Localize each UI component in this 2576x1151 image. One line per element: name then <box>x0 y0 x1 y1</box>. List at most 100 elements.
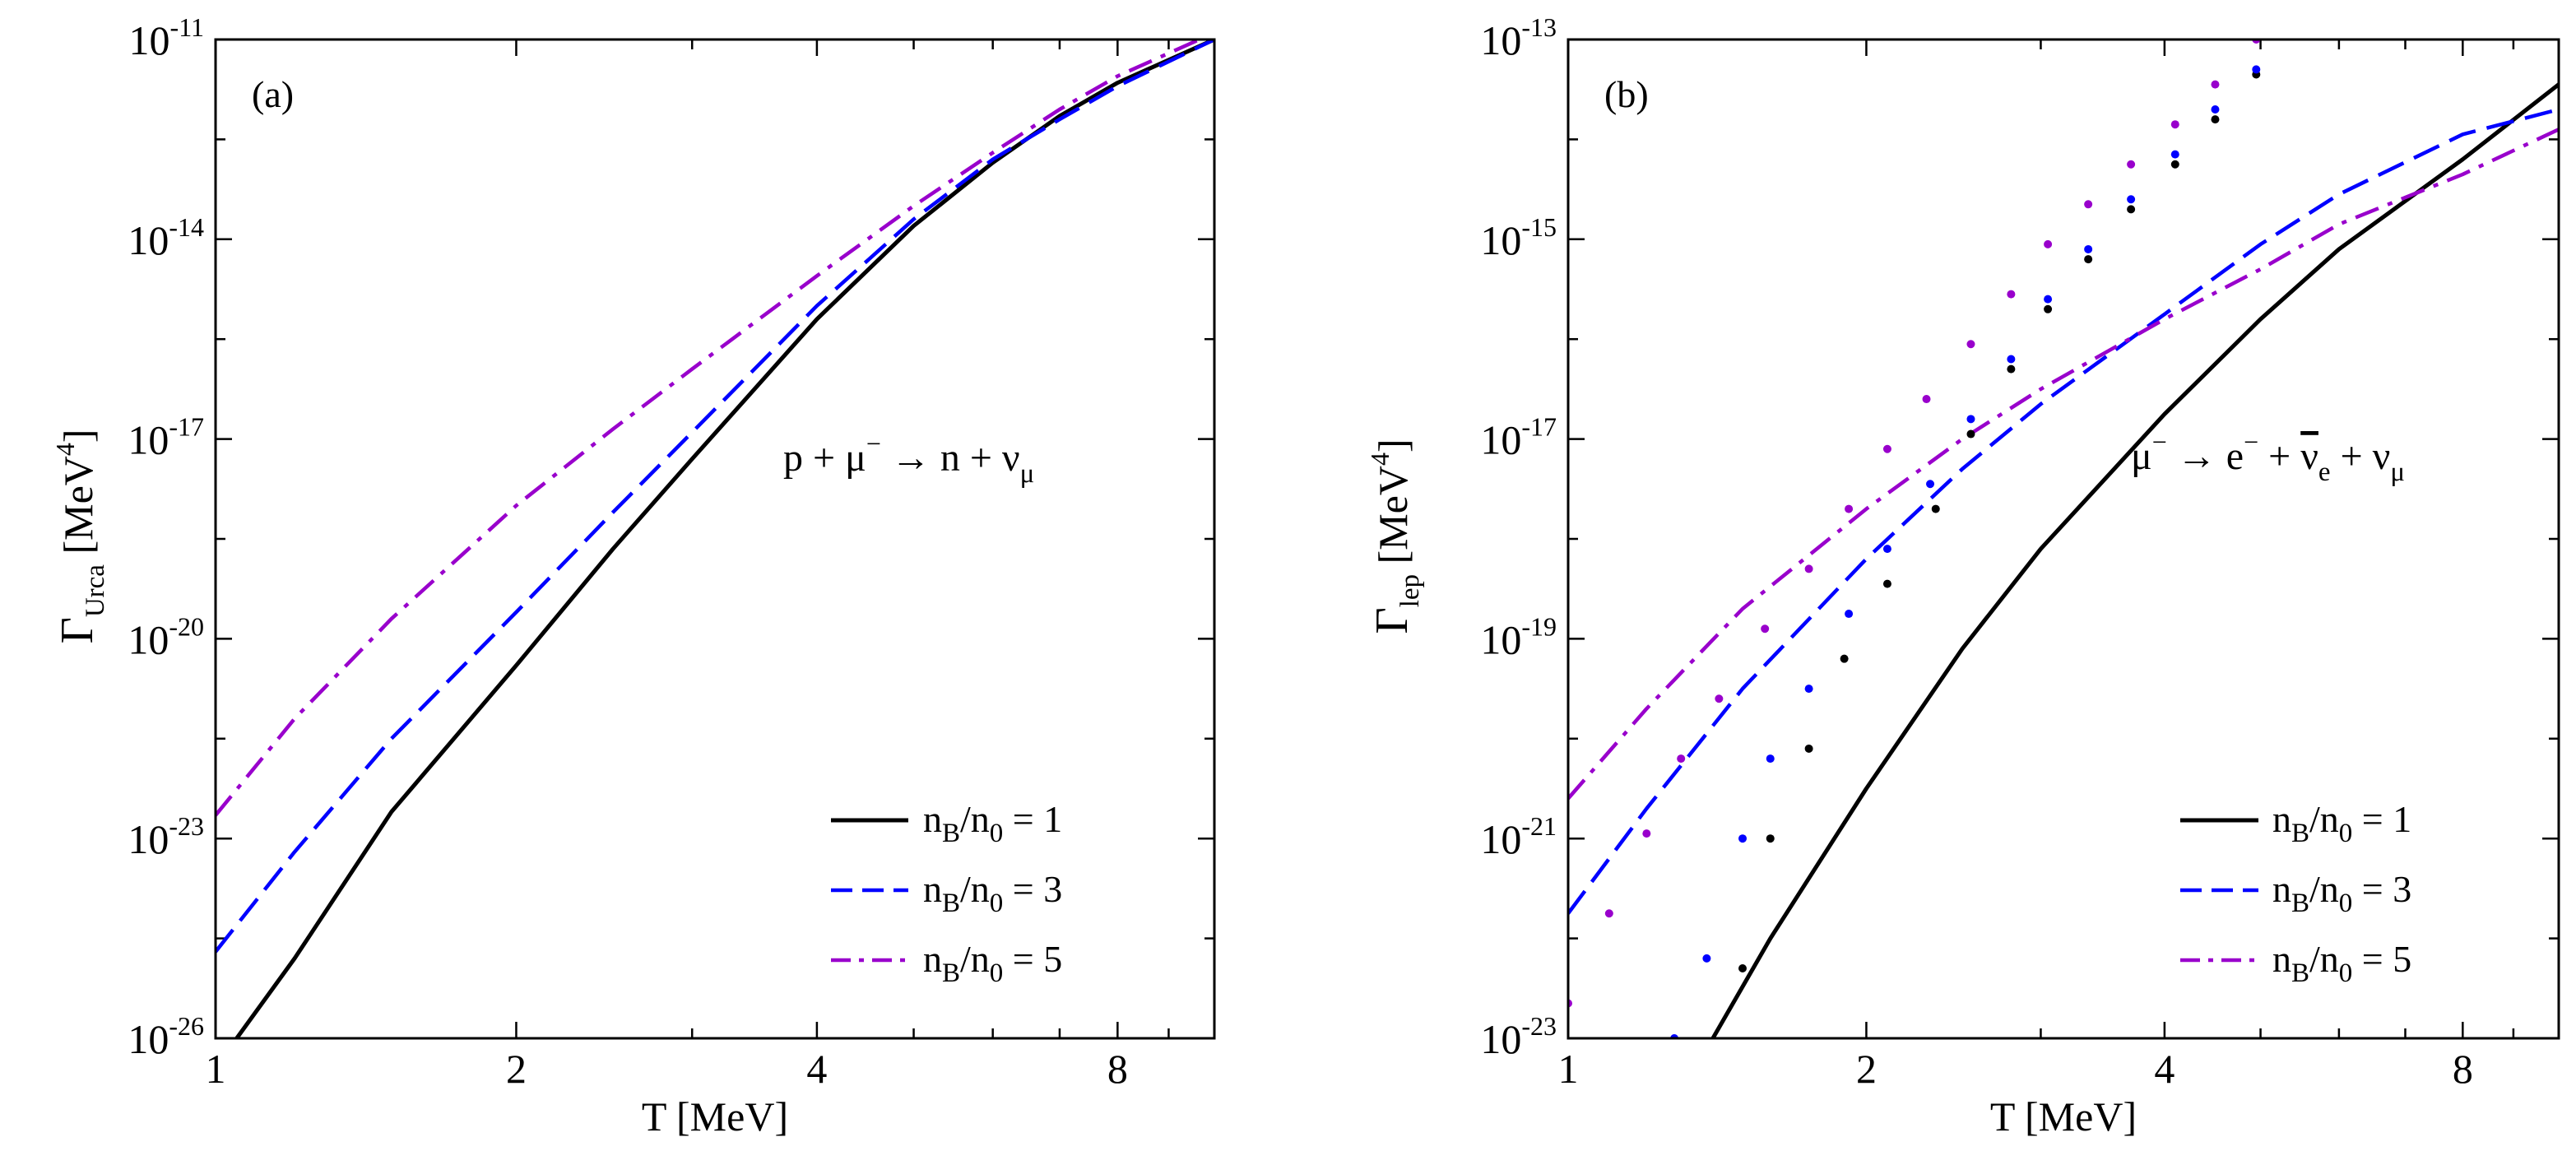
legend-subscript: 0 <box>990 958 1004 988</box>
reaction-subscript: μ <box>2390 457 2405 487</box>
series-dot-3 <box>1845 504 1854 513</box>
legend-label-3: nB/n0 = 5 <box>2272 938 2411 988</box>
legend-subscript: B <box>942 819 960 848</box>
series-line-1 <box>1710 82 2559 1038</box>
y-label-subscript: lep <box>1395 574 1425 607</box>
y-tick-exponent: -11 <box>170 12 204 42</box>
legend-subscript: 0 <box>2339 819 2353 848</box>
y-tick-label: 10-26 <box>128 1011 204 1062</box>
y-tick-exponent: -20 <box>169 611 204 641</box>
x-axis-label: T [MeV] <box>642 1093 788 1139</box>
series-dot-1 <box>2084 255 2093 264</box>
x-tick-label: 8 <box>2453 1046 2473 1092</box>
series-dot-2 <box>2252 65 2261 74</box>
series-dot-3 <box>2170 120 2179 129</box>
series-dot-1 <box>2044 304 2053 313</box>
series-dot-3 <box>1715 694 1724 703</box>
legend-part: /n <box>960 868 990 910</box>
reaction-part: + ν <box>2331 434 2391 478</box>
y-tick-base: 10 <box>1480 217 1521 263</box>
legend-part: /n <box>2309 938 2339 980</box>
series-dot-3 <box>2044 239 2053 248</box>
reaction-antineutrino: ν <box>2300 434 2318 478</box>
reaction-charge: − <box>2244 427 2258 457</box>
series-dot-2 <box>2211 104 2220 114</box>
y-tick-base: 10 <box>128 616 169 662</box>
series-dot-1 <box>1840 654 1849 663</box>
y-tick-exponent: -17 <box>1521 412 1557 442</box>
series-dot-3 <box>1882 444 1891 453</box>
legend-subscript: B <box>2291 958 2309 988</box>
y-tick-label: 10-23 <box>128 811 204 862</box>
reaction-part: → n + ν <box>881 436 1020 480</box>
y-tick-base: 10 <box>1480 1016 1521 1062</box>
y-tick-exponent: -26 <box>169 1011 204 1041</box>
y-tick-base: 10 <box>128 217 169 263</box>
legend-subscript: B <box>2291 819 2309 848</box>
legend-part: n <box>2272 868 2291 910</box>
legend-part: = 3 <box>1003 868 1062 910</box>
legend-part: = 1 <box>2352 798 2411 840</box>
x-tick-label: 8 <box>1107 1046 1128 1092</box>
legend-part: n <box>923 868 942 910</box>
legend: nB/n0 = 1nB/n0 = 3nB/n0 = 5 <box>831 798 1062 988</box>
y-tick-label: 10-17 <box>128 412 204 463</box>
y-tick-exponent: -23 <box>169 811 204 841</box>
series-dot-2 <box>1702 954 1711 963</box>
legend-subscript: 0 <box>2339 958 2353 988</box>
series-dot-1 <box>2127 205 2136 214</box>
y-tick-base: 10 <box>129 17 170 63</box>
series-dot-3 <box>1761 624 1770 634</box>
reaction-part: → e <box>2167 434 2244 478</box>
y-tick-exponent: -15 <box>1521 212 1557 242</box>
y-tick-label: 10-13 <box>1480 12 1557 63</box>
x-axis-ticks <box>1566 39 2515 1038</box>
y-label-symbol: Γ <box>1367 607 1418 634</box>
y-tick-exponent: -14 <box>169 212 204 242</box>
y-tick-base: 10 <box>1480 417 1521 463</box>
series-dot-1 <box>2007 364 2016 374</box>
series-dot-2 <box>1845 610 1854 619</box>
x-tick-label: 4 <box>2154 1046 2175 1092</box>
series-dot-3 <box>1966 340 1975 349</box>
series-dot-1 <box>1738 964 1748 973</box>
legend: nB/n0 = 1nB/n0 = 3nB/n0 = 5 <box>2180 798 2411 988</box>
legend-part: n <box>923 938 942 980</box>
series-dot-1 <box>1766 834 1775 843</box>
y-tick-label: 10-15 <box>1480 212 1557 263</box>
legend-part: /n <box>960 938 990 980</box>
y-tick-label: 10-20 <box>128 611 204 662</box>
legend-part: n <box>2272 938 2291 980</box>
y-tick-label: 10-11 <box>129 12 204 63</box>
series-dot-2 <box>1926 480 1935 489</box>
reaction-subscript: e <box>2318 457 2331 487</box>
y-tick-label: 10-17 <box>1480 412 1557 463</box>
series-dot-2 <box>2007 355 2016 364</box>
y-axis-label: ΓUrca [MeV4] <box>50 429 110 643</box>
series-line-2 <box>216 39 1214 954</box>
y-tick-exponent: -19 <box>1521 611 1557 641</box>
y-tick-base: 10 <box>128 417 169 463</box>
legend-part: /n <box>2309 798 2339 840</box>
plot-frame <box>214 38 1216 1040</box>
y-label-unit-exponent: 4 <box>50 443 80 456</box>
series-line-2 <box>1568 107 2559 915</box>
series-dot-3 <box>1604 909 1613 918</box>
legend-part: /n <box>960 798 990 840</box>
series-line-3 <box>216 39 1204 817</box>
series-dot-1 <box>2170 160 2179 169</box>
y-tick-base: 10 <box>1480 17 1521 63</box>
series-dot-2 <box>1966 415 1975 424</box>
series-dot-2 <box>1738 834 1748 843</box>
y-tick-base: 10 <box>128 816 169 862</box>
y-tick-label: 10-19 <box>1480 611 1557 662</box>
reaction-part: + <box>2258 434 2300 478</box>
x-axis-ticks <box>214 39 1170 1038</box>
series-dot-1 <box>2211 115 2220 124</box>
series-dot-1 <box>1931 504 1940 513</box>
y-tick-base: 10 <box>1480 616 1521 662</box>
legend-label-2: nB/n0 = 3 <box>2272 868 2411 918</box>
legend-label-1: nB/n0 = 1 <box>2272 798 2411 848</box>
